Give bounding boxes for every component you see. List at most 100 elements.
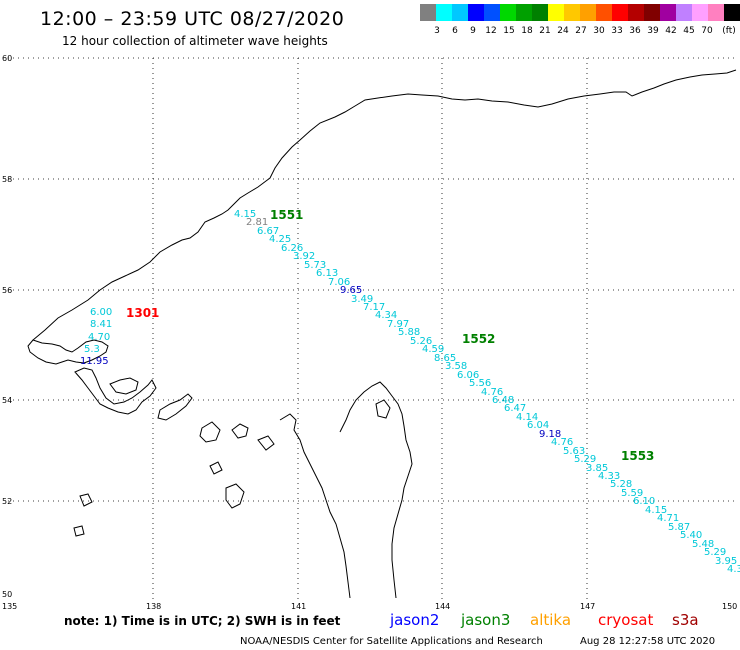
wave-height-label: 3.92 [293, 251, 316, 262]
wave-height-label: 4.71 [657, 513, 680, 524]
wave-height-label: 5.3 [84, 344, 100, 355]
satellite-label-altika: altika [530, 611, 572, 629]
wave-height-label: 6.04 [527, 420, 550, 431]
scale-swatch [500, 4, 516, 21]
wave-height-label: 11.95 [80, 356, 109, 367]
wave-height-label: 6.26 [281, 243, 304, 254]
scale-label: 27 [575, 26, 587, 36]
scale-label: 36 [629, 26, 641, 36]
pass-label: 1553 [621, 449, 655, 463]
scale-swatch [548, 4, 564, 21]
wave-height-label: 8.65 [434, 353, 457, 364]
scale-swatch [676, 4, 692, 21]
scale-swatch [628, 4, 644, 21]
lon-label: 144 [435, 602, 451, 611]
wave-height-label: 6.06 [457, 370, 480, 381]
wave-height-label: 7.06 [328, 277, 351, 288]
wave-height-label: 6.67 [257, 226, 280, 237]
lon-label: 135 [2, 602, 18, 611]
wave-height-label: 4.15 [645, 505, 668, 516]
scale-swatch [436, 4, 452, 21]
wave-height-label: 4.76 [481, 387, 504, 398]
scale-swatch [708, 4, 724, 21]
wave-height-label: 4.34 [375, 310, 398, 321]
wave-height-label: 4.15 [234, 209, 257, 220]
scale-label: 30 [593, 26, 605, 36]
wave-height-label: 4.25 [269, 234, 292, 245]
map-title: 12:00 – 23:59 UTC 08/27/2020 [40, 8, 345, 30]
scale-swatch [468, 4, 484, 21]
wave-height-label: 3.85 [586, 463, 609, 474]
wave-height-label: 9.65 [340, 285, 363, 296]
lon-label: 147 [580, 602, 596, 611]
scale-swatch [644, 4, 660, 21]
wave-height-label: 6.00 [90, 307, 113, 318]
scale-label: 3 [434, 26, 440, 36]
wave-height-label: 5.56 [469, 378, 492, 389]
generated-timestamp: Aug 28 12:27:58 UTC 2020 [580, 636, 716, 647]
wave-height-label: 2.81 [246, 217, 269, 228]
pass-label: 1551 [270, 208, 304, 222]
lon-label: 141 [291, 602, 307, 611]
wave-height-label: 6.48 [492, 395, 515, 406]
scale-swatch [580, 4, 596, 21]
satellite-label-cryosat: cryosat [598, 611, 654, 629]
footer-note: note: 1) Time is in UTC; 2) SWH is in fe… [64, 614, 341, 628]
scale-swatch [612, 4, 628, 21]
wave-height-label: 5.29 [574, 454, 597, 465]
lon-label: 138 [146, 602, 162, 611]
scale-label: 33 [611, 26, 623, 36]
wave-height-label: 4.14 [516, 412, 539, 423]
wave-height-label: 5.29 [704, 547, 727, 558]
wave-height-label: 8.41 [90, 319, 113, 330]
scale-swatch [724, 4, 740, 21]
scale-label: 21 [539, 26, 551, 36]
lat-label: 56 [2, 286, 13, 295]
lat-label: 54 [2, 396, 13, 405]
scale-swatch [596, 4, 612, 21]
wave-height-label: 5.88 [398, 327, 421, 338]
credit-line: NOAA/NESDIS Center for Satellite Applica… [240, 636, 543, 647]
wave-height-label: 5.73 [304, 260, 327, 271]
scale-swatch [420, 4, 436, 21]
scale-label: 9 [470, 26, 476, 36]
wave-height-label: 5.28 [610, 479, 633, 490]
scale-unit-label: (ft) [722, 26, 736, 36]
pass-label: 1301 [126, 306, 160, 320]
map-subtitle: 12 hour collection of altimeter wave hei… [62, 34, 328, 48]
satellite-label-s3a: s3a [672, 611, 699, 629]
wave-height-label: 5.26 [410, 336, 433, 347]
wave-height-label: 4.3 [727, 564, 740, 575]
wave-height-label: 3.49 [351, 294, 374, 305]
wave-height-label: 7.97 [387, 319, 410, 330]
wave-height-label: 6.10 [633, 496, 656, 507]
scale-label: 18 [521, 26, 533, 36]
scale-swatch [564, 4, 580, 21]
scale-swatch [660, 4, 676, 21]
wave-height-label: 5.59 [621, 488, 644, 499]
lat-label: 58 [2, 175, 13, 184]
wave-height-label: 9.18 [539, 429, 562, 440]
wave-height-label: 3.58 [445, 361, 468, 372]
wave-height-label: 4.59 [422, 344, 445, 355]
wave-height-label: 6.47 [504, 403, 527, 414]
wave-height-label: 4.33 [598, 471, 621, 482]
lat-label: 60 [2, 54, 13, 63]
scale-swatch [532, 4, 548, 21]
coastline [27, 69, 737, 599]
scale-label: 6 [452, 26, 458, 36]
wave-height-label: 5.63 [563, 446, 586, 457]
scale-label: 42 [665, 26, 677, 36]
wave-height-label: 4.76 [551, 437, 574, 448]
scale-label: 45 [683, 26, 695, 36]
scale-label: 12 [485, 26, 497, 36]
lon-label: 150 [722, 602, 738, 611]
wave-height-label: 5.48 [692, 539, 715, 550]
graticule [8, 57, 736, 600]
scale-swatch [484, 4, 500, 21]
scale-swatch [452, 4, 468, 21]
lat-label: 50 [2, 590, 13, 599]
lat-label: 52 [2, 497, 13, 506]
wave-height-label: 4.70 [88, 332, 111, 343]
pass-label: 1552 [462, 332, 496, 346]
